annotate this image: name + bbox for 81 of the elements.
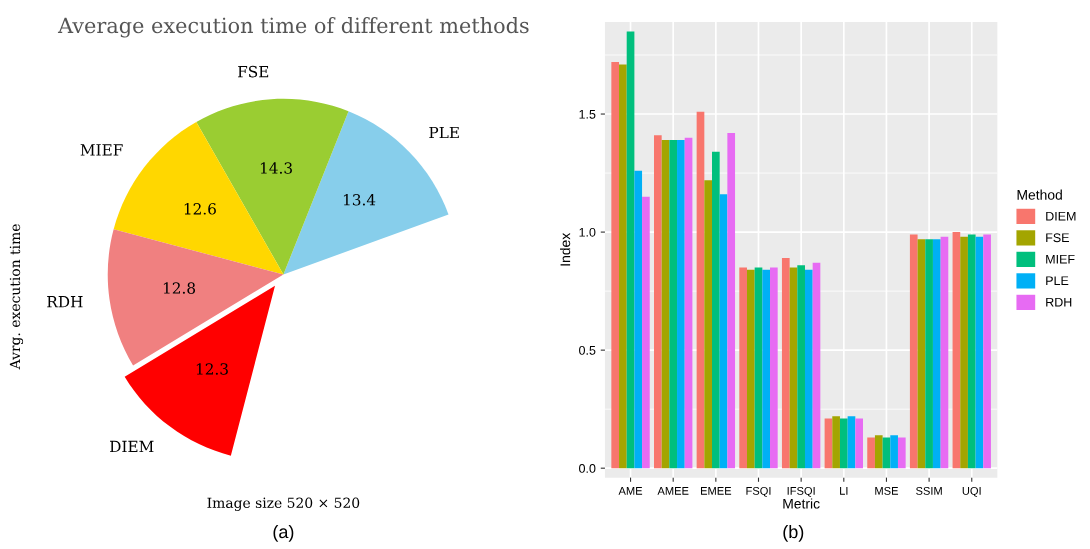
bar (932, 239, 941, 469)
data-label: 12.3 (196, 363, 228, 375)
bar (797, 265, 805, 469)
bar (855, 418, 863, 469)
y-tick-label: 1.0 (579, 227, 596, 237)
y-tick-label: 0.0 (579, 463, 596, 473)
text: Avrg. execution time (9, 224, 24, 370)
bar (967, 234, 976, 469)
data-label: 13.4 (343, 194, 376, 206)
data-label: 12.8 (163, 282, 196, 294)
bar (661, 140, 670, 469)
bar (960, 236, 968, 469)
bar (781, 258, 790, 469)
x-tick-label: FSQI (746, 486, 771, 497)
slice-label: MIEF (80, 144, 123, 156)
x-tick-label: AMEE (657, 487, 689, 495)
bar (719, 194, 728, 469)
slice-label: DIEM (110, 440, 154, 452)
text: (b) (783, 524, 804, 542)
slice-label: RDH (47, 296, 83, 308)
data-label: 12.6 (184, 203, 216, 215)
bar (882, 437, 891, 469)
bar (654, 135, 662, 469)
bar (804, 269, 813, 469)
legend-label: PLE (1046, 276, 1069, 286)
bar (634, 170, 643, 469)
bar (712, 151, 720, 469)
bar (770, 267, 778, 469)
legend-label: RDH (1046, 297, 1072, 307)
x-tick-label: SSIM (916, 486, 942, 495)
bar (626, 31, 635, 469)
chart-title: Average execution time of different methods (57, 17, 529, 38)
slice-label: PLE (429, 126, 459, 139)
bar (909, 234, 918, 469)
bar (812, 262, 821, 469)
x-tick-label: LI (840, 487, 848, 495)
text: (a) (273, 524, 294, 542)
data-label: 14.3 (260, 162, 292, 174)
bar (824, 418, 833, 469)
bar (754, 267, 763, 469)
x-tick-label: UQI (962, 486, 981, 497)
bar (677, 140, 685, 469)
bar (727, 132, 736, 469)
text: Image size 520 × 520 (207, 497, 360, 511)
bar (619, 64, 627, 469)
bar (611, 62, 620, 469)
x-tick-label: AME (618, 487, 643, 495)
x-tick-label: EMEE (701, 487, 732, 495)
x-tick-label: MSE (875, 486, 899, 495)
bar (669, 140, 678, 469)
bar (940, 236, 949, 469)
bar (684, 137, 693, 469)
x-tick-label: IFSQI (787, 486, 815, 497)
bar (739, 267, 747, 469)
y-tick-label: 0.5 (579, 345, 596, 355)
bar (917, 239, 926, 469)
bar (952, 232, 961, 469)
bar (925, 239, 933, 469)
legend-label: DIEM (1046, 211, 1076, 221)
x-axis-title: Metric (783, 498, 820, 509)
bar (867, 437, 875, 469)
y-axis-title: Index (560, 232, 571, 266)
bar (832, 416, 840, 469)
bar (897, 437, 906, 469)
bar (847, 416, 856, 469)
bar (642, 196, 650, 469)
slice-label: FSE (238, 65, 269, 78)
bar (839, 418, 848, 469)
y-tick-label: 1.5 (579, 109, 596, 119)
legend-label: MIEF (1046, 254, 1075, 264)
bar (696, 111, 705, 469)
legend-title: Method (1017, 189, 1062, 200)
bar (746, 269, 755, 469)
bar (789, 267, 798, 469)
bar (762, 269, 771, 469)
bar (874, 435, 883, 469)
bar (975, 236, 984, 469)
bar (704, 180, 713, 469)
bar (890, 435, 898, 469)
bar (983, 234, 991, 469)
legend-label: FSE (1046, 233, 1069, 243)
